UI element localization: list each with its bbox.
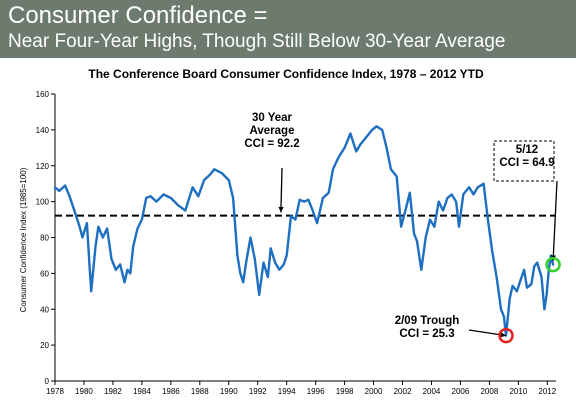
annotation-text: CCI = 64.9 xyxy=(499,157,554,169)
series-lines xyxy=(53,125,555,337)
y-tick-label: 60 xyxy=(40,269,49,278)
x-tick-label: 1986 xyxy=(162,387,180,396)
highlight-markers xyxy=(498,256,561,344)
x-tick-label: 1996 xyxy=(307,387,325,396)
x-tick-label: 1978 xyxy=(46,387,64,396)
banner-title-line1: Consumer Confidence = xyxy=(8,2,268,29)
x-tick-label: 2002 xyxy=(394,387,412,396)
title-banner: Consumer Confidence = Near Four-Year Hig… xyxy=(0,0,576,58)
annotation-text: 5/12 xyxy=(516,144,538,156)
x-tick-label: 1994 xyxy=(278,387,296,396)
annotation-text: CCI = 92.2 xyxy=(244,138,299,150)
annotation-arrow xyxy=(552,180,558,261)
annotation-arrow xyxy=(280,167,283,213)
x-tick-label: 2010 xyxy=(509,387,527,396)
x-tick-label: 1982 xyxy=(104,387,122,396)
annotation-arrowhead xyxy=(278,206,284,213)
y-tick-label: 20 xyxy=(40,341,49,350)
y-tick-label: 80 xyxy=(40,234,49,243)
annotation-text: Average xyxy=(250,125,295,137)
banner-title-line2: Near Four-Year Highs, Though Still Below… xyxy=(8,31,506,52)
annotation-text: CCI = 25.3 xyxy=(399,328,454,340)
x-tick-label: 2012 xyxy=(538,387,556,396)
x-tick-label: 2000 xyxy=(365,387,383,396)
x-tick-label: 1990 xyxy=(220,387,238,396)
chart-title: The Conference Board Consumer Confidence… xyxy=(88,67,484,81)
highlight-marker xyxy=(545,256,561,273)
tick-labels: 0 20 40 60 80 100 120 140 160 1978 1980 1982 1984 198… xyxy=(36,90,557,396)
x-tick-label: 1988 xyxy=(191,387,209,396)
x-tick-label: 1980 xyxy=(75,387,93,396)
annotation-text: 2/09 Trough xyxy=(395,315,460,327)
x-tick-label: 2008 xyxy=(480,387,498,396)
x-tick-label: 1998 xyxy=(336,387,354,396)
axes xyxy=(51,93,556,385)
highlight-marker xyxy=(498,327,514,344)
annotation-text: 30 Year xyxy=(252,112,293,124)
y-tick-label: 0 xyxy=(45,377,50,386)
x-tick-label: 2006 xyxy=(452,387,470,396)
cci-series-line xyxy=(53,125,555,337)
y-tick-label: 140 xyxy=(36,126,50,135)
y-tick-label: 100 xyxy=(36,198,50,207)
annotation-arrowhead xyxy=(500,332,507,338)
x-tick-label: 1984 xyxy=(133,387,151,396)
y-tick-label: 160 xyxy=(36,90,50,99)
x-tick-label: 1992 xyxy=(249,387,267,396)
y-tick-label: 40 xyxy=(40,305,49,314)
y-tick-label: 120 xyxy=(36,162,50,171)
annotation-box xyxy=(493,140,555,182)
y-axis-label: Consumer Confidence Index (1985=100) xyxy=(19,167,28,312)
x-tick-label: 2004 xyxy=(423,387,441,396)
